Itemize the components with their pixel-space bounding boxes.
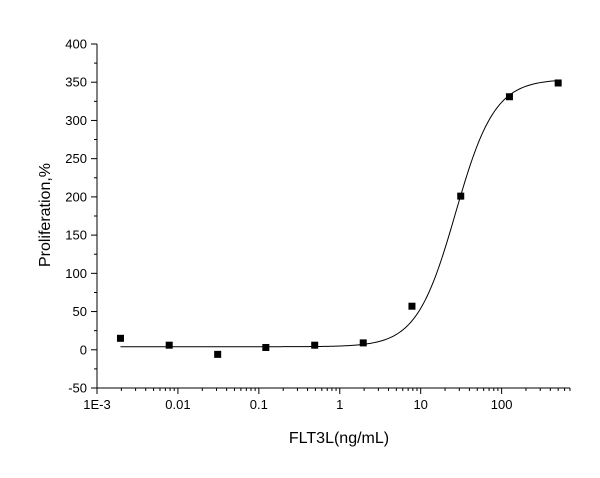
data-point	[262, 343, 270, 351]
x-tick-label: 1E-3	[83, 397, 110, 412]
data-point	[359, 339, 367, 347]
axes	[96, 44, 570, 389]
fit-curve	[120, 80, 559, 348]
x-tick-label: 1	[336, 397, 343, 412]
data-point	[165, 341, 173, 349]
data-point	[116, 334, 124, 342]
y-axis-ticks: -50 0 50 100 150 200 250 300 350 400	[65, 37, 97, 396]
y-tick-label: 250	[65, 151, 87, 166]
x-tick-label: 100	[491, 397, 513, 412]
x-axis-title: FLT3L(ng/mL)	[289, 430, 389, 447]
y-tick-label: 400	[65, 37, 87, 52]
data-point	[505, 93, 513, 101]
data-point	[457, 192, 465, 200]
y-tick-label: 50	[73, 304, 87, 319]
data-point	[408, 302, 416, 310]
x-axis-ticks: 1E-3 0.01 0.1 1 10 100	[83, 388, 571, 412]
y-tick-label: 200	[65, 189, 87, 204]
x-tick-label: 0.1	[250, 397, 268, 412]
y-tick-label: 150	[65, 228, 87, 243]
data-point	[311, 341, 319, 349]
x-tick-label: 0.01	[165, 397, 190, 412]
y-tick-label: 0	[80, 342, 87, 357]
data-point	[214, 350, 222, 358]
y-tick-label: 100	[65, 266, 87, 281]
y-tick-label: -50	[68, 381, 87, 396]
y-tick-label: 300	[65, 113, 87, 128]
x-tick-label: 10	[413, 397, 427, 412]
data-points	[116, 79, 562, 358]
data-point	[554, 79, 562, 87]
y-tick-label: 350	[65, 75, 87, 90]
y-axis-title: Proliferation,%	[37, 163, 54, 267]
